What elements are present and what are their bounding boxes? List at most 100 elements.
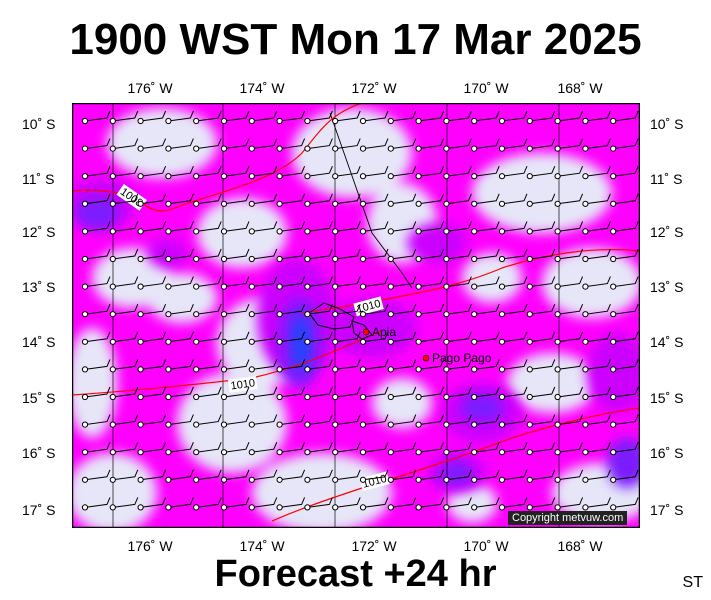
station-dot	[610, 228, 617, 235]
wind-barb	[474, 386, 500, 398]
wind-barb	[390, 166, 417, 177]
wind-barb	[223, 359, 250, 370]
station-dot	[443, 255, 450, 263]
station-dot	[165, 504, 172, 511]
station-dot	[165, 366, 172, 373]
wind-barb	[362, 276, 389, 288]
station-dot	[359, 421, 367, 428]
station-dot	[332, 145, 339, 152]
station-dot	[415, 338, 422, 345]
lat-label: 14˚ S	[22, 334, 56, 350]
station-dot	[137, 255, 144, 263]
wind-barb	[446, 110, 472, 122]
station-dot	[554, 283, 561, 290]
wind-barb	[390, 442, 417, 453]
station-dot	[498, 255, 506, 263]
station-dot	[554, 393, 561, 401]
station-dot	[304, 173, 311, 180]
station-dot	[109, 283, 116, 290]
station-dot	[582, 173, 589, 180]
station-dot	[498, 311, 506, 318]
wind-barb	[112, 414, 139, 426]
lat-label: 11˚ S	[22, 171, 55, 187]
rain-extreme	[292, 316, 310, 370]
station-dot	[81, 504, 89, 511]
wind-barb	[307, 221, 333, 232]
station-dot	[332, 421, 339, 428]
station-dot	[387, 421, 394, 428]
station-dot	[304, 255, 311, 263]
station-dot	[610, 145, 617, 152]
wind-barb	[140, 304, 167, 315]
wind-barb	[613, 497, 639, 508]
wind-barb	[279, 359, 306, 370]
wind-barb	[390, 193, 417, 205]
station-dot	[387, 338, 394, 345]
station-dot	[359, 476, 367, 483]
station-dot	[443, 173, 450, 180]
wind-barb	[390, 469, 417, 481]
wind-barb	[418, 138, 445, 150]
wind-barb	[279, 497, 306, 508]
station-dot	[471, 255, 478, 263]
station-dot	[220, 145, 228, 152]
wind-barb	[474, 248, 500, 260]
wind-barb	[446, 331, 472, 343]
station-dot	[498, 117, 506, 125]
station-dot	[81, 145, 89, 152]
station-dot	[165, 449, 172, 456]
station-dot	[332, 173, 339, 180]
station-dot	[415, 504, 422, 511]
station-dot	[248, 173, 255, 180]
wind-barb	[140, 497, 167, 508]
station-dot	[165, 228, 172, 235]
wind-barb	[84, 414, 111, 426]
wind-barb	[279, 442, 306, 453]
wind-barb	[307, 248, 333, 260]
wind-barb	[418, 304, 445, 315]
wind-barb	[223, 386, 250, 398]
station-dot	[193, 338, 200, 345]
wind-barb	[557, 221, 584, 232]
station-dot	[415, 200, 422, 207]
wind-barb	[446, 138, 472, 150]
wind-barb	[196, 304, 222, 315]
wind-barb	[140, 221, 167, 232]
station-dot	[582, 311, 589, 318]
station-dot	[387, 173, 394, 180]
wind-barb	[251, 331, 278, 343]
station-dot	[109, 173, 116, 180]
wind-barb	[112, 248, 139, 260]
wind-barb	[501, 359, 528, 370]
wind-barb	[585, 193, 611, 205]
station-dot	[332, 200, 339, 207]
wind-barb	[251, 166, 278, 177]
station-dot	[554, 117, 561, 125]
station-dot	[471, 200, 478, 207]
station-dot	[554, 476, 561, 483]
station-dot	[276, 255, 283, 263]
wind-barb	[557, 193, 584, 205]
station-dot	[554, 366, 561, 373]
station-dot	[498, 449, 506, 456]
wind-barb	[474, 110, 500, 122]
lat-label: 11˚ S	[650, 171, 683, 187]
station-dot	[359, 366, 367, 373]
station-dot	[443, 228, 450, 235]
lon-label: 168˚ W	[557, 538, 603, 554]
station-dot	[526, 200, 533, 207]
wind-barb	[418, 331, 445, 343]
station-dot	[610, 283, 617, 290]
wind-barb	[168, 166, 194, 177]
wind-barb	[613, 248, 639, 260]
wind-barb	[474, 138, 500, 150]
wind-barb	[307, 304, 333, 315]
wind-barb	[112, 221, 139, 232]
wind-barb	[112, 138, 139, 150]
station-dot	[387, 228, 394, 235]
station-dot	[193, 200, 200, 207]
station-dot	[193, 311, 200, 318]
map-title: 1900 WST Mon 17 Mar 2025	[69, 15, 642, 64]
wind-barb	[557, 248, 584, 260]
wind-barb	[307, 414, 333, 426]
